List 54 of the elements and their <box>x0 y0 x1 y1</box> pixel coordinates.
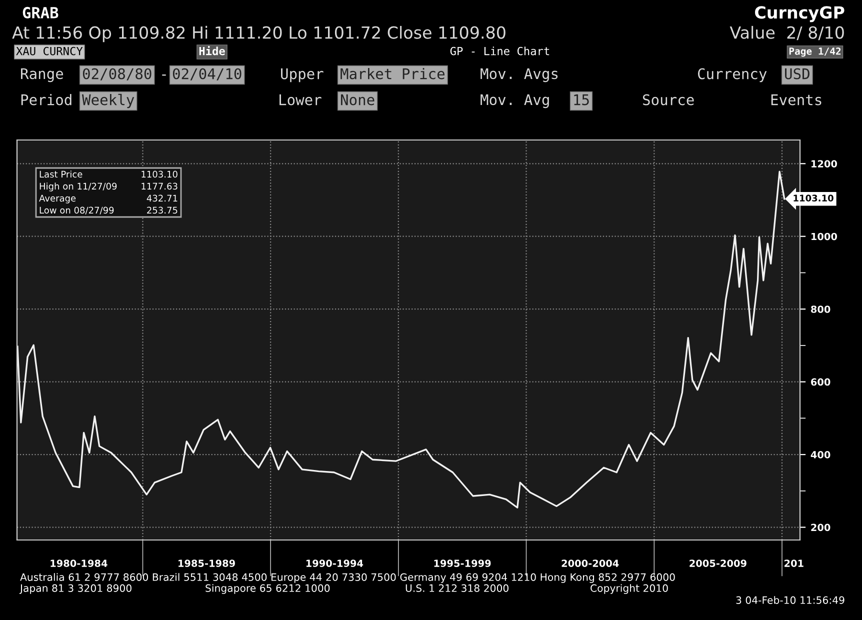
annotation: 1103.10 <box>794 194 834 202</box>
x-tick-label: 2000-2004 <box>562 560 619 567</box>
text: Lower <box>280 94 322 106</box>
x-tick-label: 1980-1984 <box>50 560 108 567</box>
line-series <box>17 170 786 508</box>
text: Copyright 2010 <box>590 584 668 594</box>
y-tick-label: 200 <box>811 524 830 532</box>
annotation: Low on 08/27/99 <box>40 206 114 214</box>
text: Upper <box>281 68 324 82</box>
text: 02/04/10 <box>172 68 242 80</box>
text: Japan 81 3 3201 8900 <box>19 584 132 594</box>
text: GRAB <box>22 6 58 18</box>
text: 02/08/80 <box>82 68 152 80</box>
x-tick-label: 1995-1999 <box>434 560 491 567</box>
x-tick-label: 1990-1994 <box>306 560 364 567</box>
text: At 11:56 Op 1109.82 Hi 1111.20 Lo 1101.72 Close 1109.80 <box>12 26 506 42</box>
x-tick-label: 2005-2009 <box>690 560 746 567</box>
text: Hide <box>199 46 225 56</box>
text: Mov. Avg <box>480 94 549 108</box>
y-tick-label: 800 <box>811 306 830 313</box>
annotation: 432.71 <box>146 194 178 202</box>
x-tick-label: 201 <box>784 560 804 567</box>
text: Range <box>21 68 64 82</box>
text: - <box>162 74 166 76</box>
text: 3 04-Feb-10 11:56:49 <box>736 596 844 604</box>
text: USD <box>785 68 810 80</box>
text: Source <box>642 94 694 106</box>
text: GP - Line Chart <box>450 46 550 56</box>
x-tick-label: 1985-1989 <box>178 560 235 567</box>
text: Period <box>21 94 72 106</box>
annotation: 1103.10 <box>142 170 178 178</box>
text: Page 1/42 <box>789 47 841 57</box>
y-tick-label: 400 <box>810 451 830 458</box>
text: Currency <box>698 68 767 82</box>
text: Weekly <box>82 94 134 108</box>
y-tick-label: 600 <box>811 378 830 386</box>
text: Events <box>771 94 822 106</box>
text: None <box>340 94 374 106</box>
annotation: Last Price <box>40 170 82 178</box>
text: 15 <box>574 94 589 106</box>
text: U.S. 1 212 318 2000 <box>406 584 508 592</box>
text: Value 2/ 8/10 <box>730 26 844 40</box>
text: CurncyGP <box>755 6 844 22</box>
text: Mov. Avgs <box>480 68 558 82</box>
text: Market Price <box>340 68 444 80</box>
annotation: 253.75 <box>147 206 178 214</box>
annotation: 1177.63 <box>142 182 178 190</box>
annotation: High on 11/27/09 <box>40 182 117 192</box>
y-tick-label: 1000 <box>812 232 838 240</box>
text: Singapore 65 6212 1000 <box>206 584 330 594</box>
text: Australia 61 2 9777 8600 Brazil 5511 3048 4500 Europe 44 20 7330 7500 Germany 49 69 9204 1210 Hong Kong 852 2977 6000 <box>20 573 675 583</box>
annotation: Average <box>39 194 76 204</box>
y-tick-label: 1200 <box>812 160 838 168</box>
text: XAU CURNCY <box>16 46 83 56</box>
